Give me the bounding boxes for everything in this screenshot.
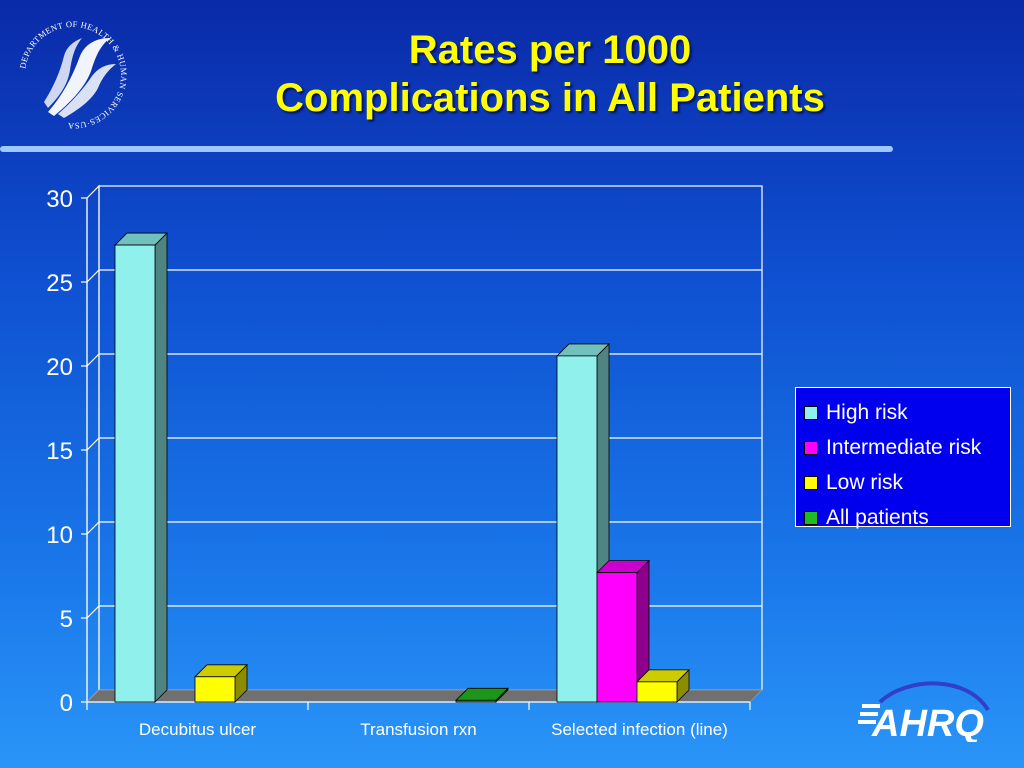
x-tick-label: Decubitus ulcer [139,720,257,739]
ahrq-logo-text: AHRQ [871,703,984,742]
y-tick-label: 5 [60,606,73,633]
y-tick-label: 15 [46,438,73,465]
y-tick-label: 10 [46,522,73,549]
legend-item-intermediate-risk: Intermediate risk [804,430,1010,465]
slide-title-line-2: Complications in All Patients [275,76,825,120]
bar [455,699,497,703]
legend-item-all-patients: All patients [804,500,1010,535]
y-gridline-side [86,437,100,451]
y-tick-label: 0 [60,690,73,717]
legend-label-high-risk: High risk [826,400,908,424]
bar [556,355,598,703]
y-tick-label: 25 [46,270,73,297]
bar [636,681,678,703]
y-tick-label: 30 [46,186,73,213]
bar [194,676,236,703]
legend-swatch-all-patients [804,510,818,525]
legend-item-low-risk: Low risk [804,465,1010,500]
bar [114,244,156,703]
y-gridline-side [86,269,100,283]
y-tick-label: 20 [46,354,73,381]
slide-title-line-1: Rates per 1000 [408,28,692,72]
title-divider [0,146,893,152]
chart-legend: High risk Intermediate risk Low risk All… [795,387,1011,529]
legend-swatch-high-risk [804,405,818,420]
x-tick-label: Selected infection (line) [551,720,728,739]
legend-label-all-patients: All patients [826,505,929,529]
y-gridline-side [86,521,100,535]
bar [596,572,638,703]
x-tick-label: Transfusion rxn [360,720,477,739]
legend-swatch-low-risk [804,475,818,490]
legend-swatch-intermediate-risk [804,440,818,455]
slide-title: Rates per 1000 Complications in All Pati… [150,26,950,122]
hhs-logo: DEPARTMENT OF HEALTH & HUMAN SERVICES·US… [14,16,132,134]
ahrq-logo: AHRQ [858,680,998,745]
y-gridline-side [86,353,100,367]
bar-side [154,232,168,703]
legend-label-intermediate-risk: Intermediate risk [826,435,982,459]
y-gridline-side [86,605,100,619]
legend-item-high-risk: High risk [804,395,1010,430]
legend-label-low-risk: Low risk [826,470,904,494]
